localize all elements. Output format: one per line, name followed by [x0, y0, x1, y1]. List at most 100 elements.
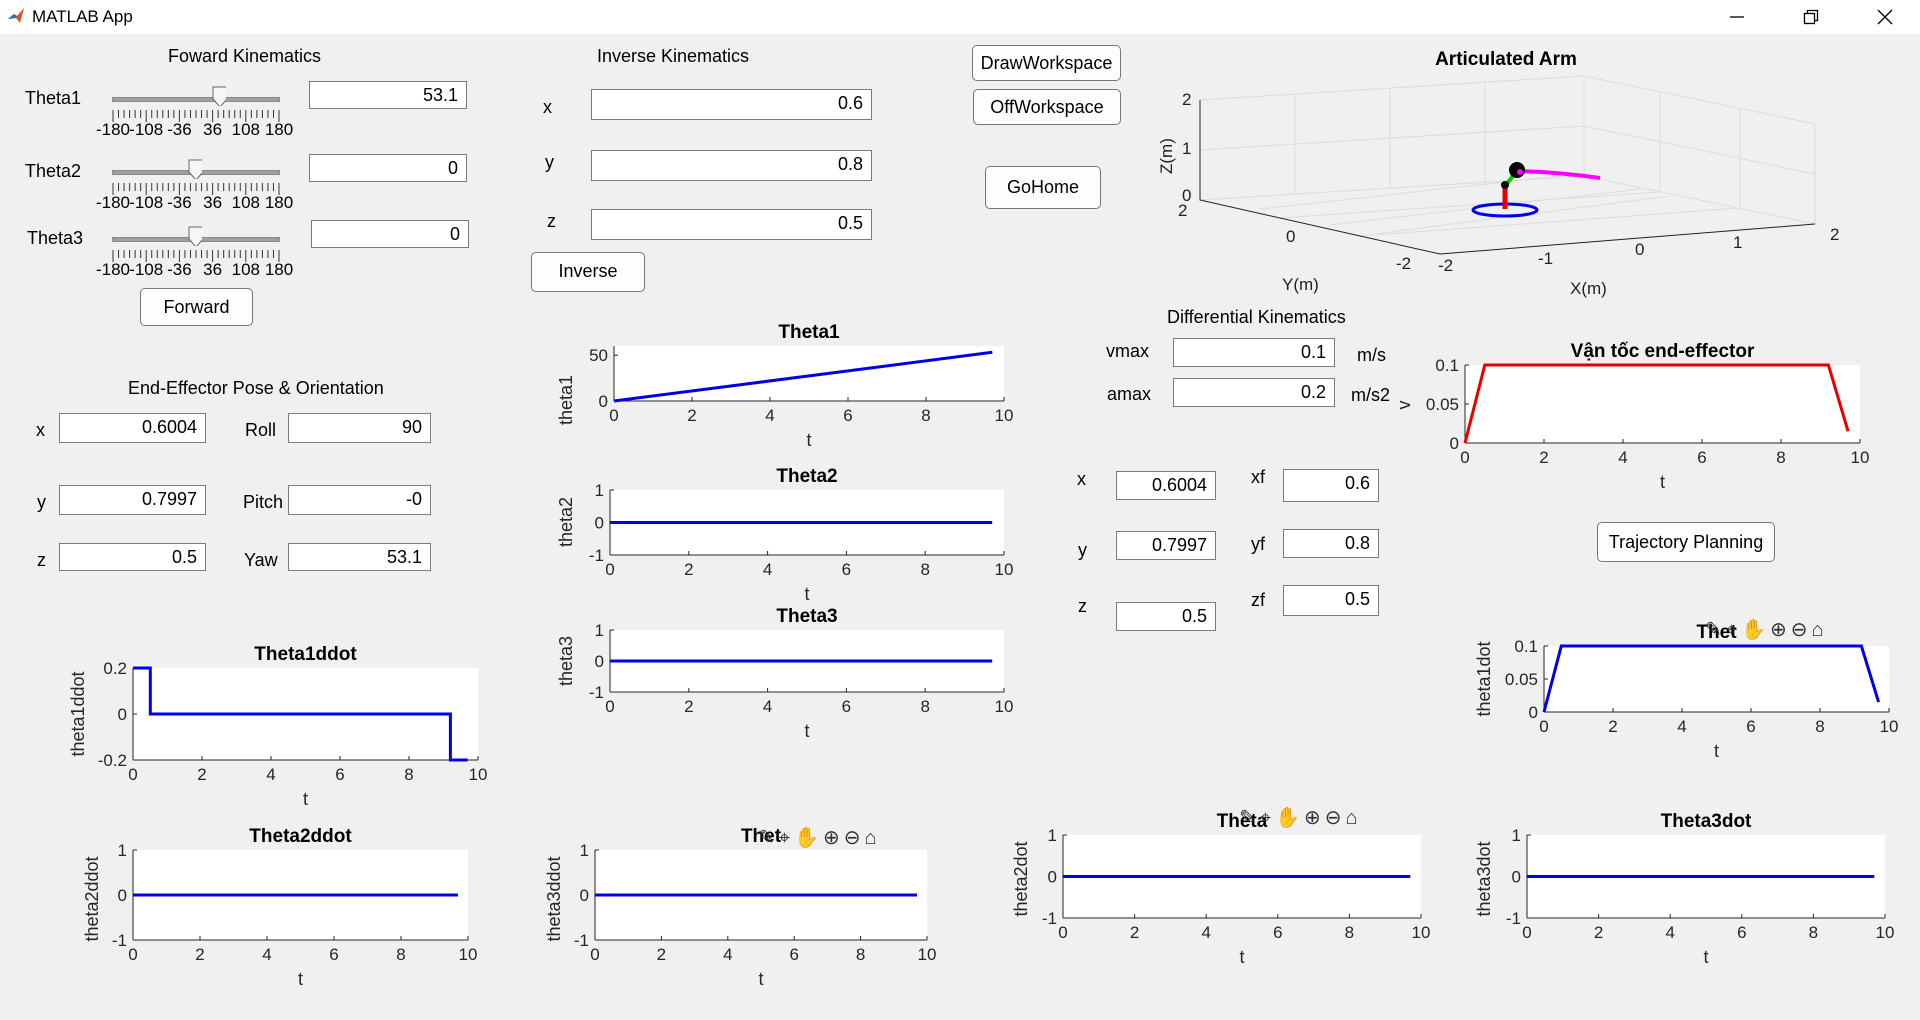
theta2dot-plot[interactable]: 0 2 4 6 8 10 -1 0 1 Theta t theta2dot	[1010, 805, 1430, 967]
brush-icon[interactable]: ✎	[1239, 807, 1256, 829]
restore-button[interactable]	[1782, 0, 1842, 34]
pose-x-field[interactable]: 0.6004	[59, 413, 206, 443]
x-tick-label: 6	[1746, 717, 1755, 736]
theta3-plot[interactable]: 0 2 4 6 8 10 -1 0 1 Theta3 t theta3	[556, 603, 1013, 741]
arm3d-ylabel: Y(m)	[1282, 275, 1319, 294]
xf-field[interactable]: 0.6	[1283, 469, 1379, 502]
end-effector-velocity-plot[interactable]: 0 2 4 6 8 10 0 0.05 0.1 Vận tốc end-effector t v	[1394, 337, 1870, 507]
theta3-field[interactable]: 0	[311, 220, 469, 248]
brush-icon[interactable]: ✎	[1705, 619, 1722, 641]
axes-toolbar-theta3ddot[interactable]: ✎ ⌖ ✋ ⊕ ⊖ ⌂	[758, 825, 881, 851]
zoom-in-icon[interactable]: ⊕	[822, 827, 840, 849]
theta1-plot[interactable]: 0 2 4 6 8 10 0 50 Theta1 t theta1	[556, 318, 1013, 453]
brush-icon[interactable]: ✎	[758, 827, 775, 849]
dk-y-field[interactable]: 0.7997	[1116, 531, 1216, 560]
yaw-field[interactable]: 53.1	[288, 543, 431, 571]
articulated-arm-3d-plot[interactable]: Articulated Arm 2 1 0 2 0 -2 -2 -1 0 1 2	[1140, 44, 1860, 304]
axes-toolbar-theta1dot[interactable]: ✎ ⌖ ✋ ⊕ ⊖ ⌂	[1705, 617, 1828, 643]
theta1ddot-ylabel: theta1ddot	[68, 671, 88, 756]
inverse-button[interactable]: Inverse	[531, 252, 645, 292]
theta1-xlabel: t	[806, 430, 811, 450]
close-button[interactable]	[1856, 0, 1916, 34]
x-tick-label: 6	[842, 560, 851, 579]
theta2-plot[interactable]: 0 2 4 6 8 10 -1 0 1 Theta2 t theta2	[556, 462, 1013, 612]
dk-z-field[interactable]: 0.5	[1116, 602, 1216, 631]
x-tick-label: 2	[1608, 717, 1617, 736]
x-tick-label: 10	[995, 697, 1014, 716]
zoom-in-icon[interactable]: ⊕	[1769, 619, 1787, 641]
data-tips-icon[interactable]: ⌖	[1259, 807, 1272, 829]
x-tick-label: 4	[1201, 923, 1210, 942]
theta2-label: Theta2	[25, 161, 82, 181]
theta1-field[interactable]: 53.1	[309, 81, 467, 109]
slider-thumb[interactable]	[212, 86, 227, 106]
dk-x-field[interactable]: 0.6004	[1116, 471, 1216, 500]
ik-y-field[interactable]: 0.8	[591, 150, 872, 181]
theta1-slider[interactable]: -180 -108 -36 36 108 180	[96, 84, 293, 142]
zoom-out-icon[interactable]: ⊖	[1324, 807, 1342, 829]
x-tick-label: 0	[1460, 448, 1469, 467]
theta3dot-ylabel: theta3dot	[1474, 841, 1494, 916]
y-tick-label: 1	[1048, 826, 1057, 845]
vmax-field[interactable]: 0.1	[1173, 338, 1335, 367]
axes-toolbar-theta2dot[interactable]: ✎ ⌖ ✋ ⊕ ⊖ ⌂	[1239, 805, 1362, 831]
slider-thumb[interactable]	[188, 226, 202, 246]
x-tick-neg2: -2	[1438, 256, 1453, 275]
dk-y-label: y	[1078, 540, 1087, 560]
data-tips-icon[interactable]: ⌖	[1725, 619, 1738, 641]
x-tick-label: 8	[920, 560, 929, 579]
home-icon[interactable]: ⌂	[1811, 619, 1824, 641]
forward-button[interactable]: Forward	[140, 288, 253, 326]
theta3-label: Theta3	[27, 228, 84, 248]
y-tick-label: 0	[118, 705, 127, 724]
trajectory-planning-button[interactable]: Trajectory Planning	[1597, 522, 1775, 562]
roll-field[interactable]: 90	[288, 413, 431, 443]
pose-y-field[interactable]: 0.7997	[59, 485, 206, 515]
pose-z-field[interactable]: 0.5	[59, 543, 206, 571]
y-tick-label: 0.1	[1435, 356, 1459, 375]
theta1ddot-plot[interactable]: 0 2 4 6 8 10 -0.2 0 0.2 Theta1ddot t theta1ddot	[60, 638, 490, 813]
theta2-field[interactable]: 0	[309, 154, 467, 182]
zoom-out-icon[interactable]: ⊖	[843, 827, 861, 849]
y-tick-0: 0	[1286, 227, 1295, 246]
theta3-slider[interactable]: -180 -108 -36 36 108 180	[96, 224, 293, 282]
theta1dot-plot[interactable]: 0 2 4 6 8 10 0 0.05 0.1 Thet t theta1dot	[1470, 617, 1898, 762]
y-tick-label: 0	[1529, 703, 1538, 722]
draw-workspace-button[interactable]: DrawWorkspace	[972, 45, 1121, 81]
slider-thumb[interactable]	[188, 159, 202, 179]
zf-field[interactable]: 0.5	[1283, 585, 1379, 616]
ik-z-field[interactable]: 0.5	[591, 209, 872, 240]
theta2ddot-title: Theta2ddot	[249, 826, 352, 847]
off-workspace-button[interactable]: OffWorkspace	[973, 89, 1121, 125]
pitch-field[interactable]: -0	[288, 485, 431, 515]
theta1dot-title: Thet	[1696, 622, 1737, 643]
slider-track[interactable]	[112, 97, 280, 102]
x-tick-label: 2	[195, 945, 204, 964]
theta2ddot-plot[interactable]: 0 2 4 6 8 10 -1 0 1 Theta2ddot t theta2ddot	[80, 825, 480, 995]
pan-icon[interactable]: ✋	[794, 827, 819, 849]
home-icon[interactable]: ⌂	[864, 827, 877, 849]
pan-icon[interactable]: ✋	[1741, 619, 1766, 641]
ik-x-field[interactable]: 0.6	[591, 89, 872, 120]
amax-field[interactable]: 0.2	[1173, 378, 1335, 407]
x-tick-label: 4	[763, 697, 772, 716]
y-tick-label: 1	[118, 841, 127, 860]
home-icon[interactable]: ⌂	[1345, 807, 1358, 829]
pan-icon[interactable]: ✋	[1275, 807, 1300, 829]
theta3ddot-plot[interactable]: 0 2 4 6 8 10 -1 0 1 Thet t theta3ddot	[540, 825, 940, 995]
theta3dot-plot[interactable]: 0 2 4 6 8 10 -1 0 1 Theta3dot t theta3dot	[1470, 805, 1894, 967]
amax-label: amax	[1107, 384, 1152, 404]
theta1-series-line	[613, 350, 993, 403]
go-home-button[interactable]: GoHome	[985, 166, 1101, 209]
slider-tick-label: 180	[264, 193, 294, 212]
zoom-out-icon[interactable]: ⊖	[1790, 619, 1808, 641]
theta2-slider[interactable]: -180 -108 -36 36 108 180	[96, 157, 293, 215]
zoom-in-icon[interactable]: ⊕	[1303, 807, 1321, 829]
yf-field[interactable]: 0.8	[1283, 529, 1379, 558]
x-tick-label: 10	[1880, 717, 1899, 736]
minimize-button[interactable]	[1708, 0, 1768, 34]
x-tick-neg1: -1	[1538, 249, 1553, 268]
data-tips-icon[interactable]: ⌖	[778, 827, 791, 849]
theta3ddot-ylabel: theta3ddot	[544, 856, 564, 941]
